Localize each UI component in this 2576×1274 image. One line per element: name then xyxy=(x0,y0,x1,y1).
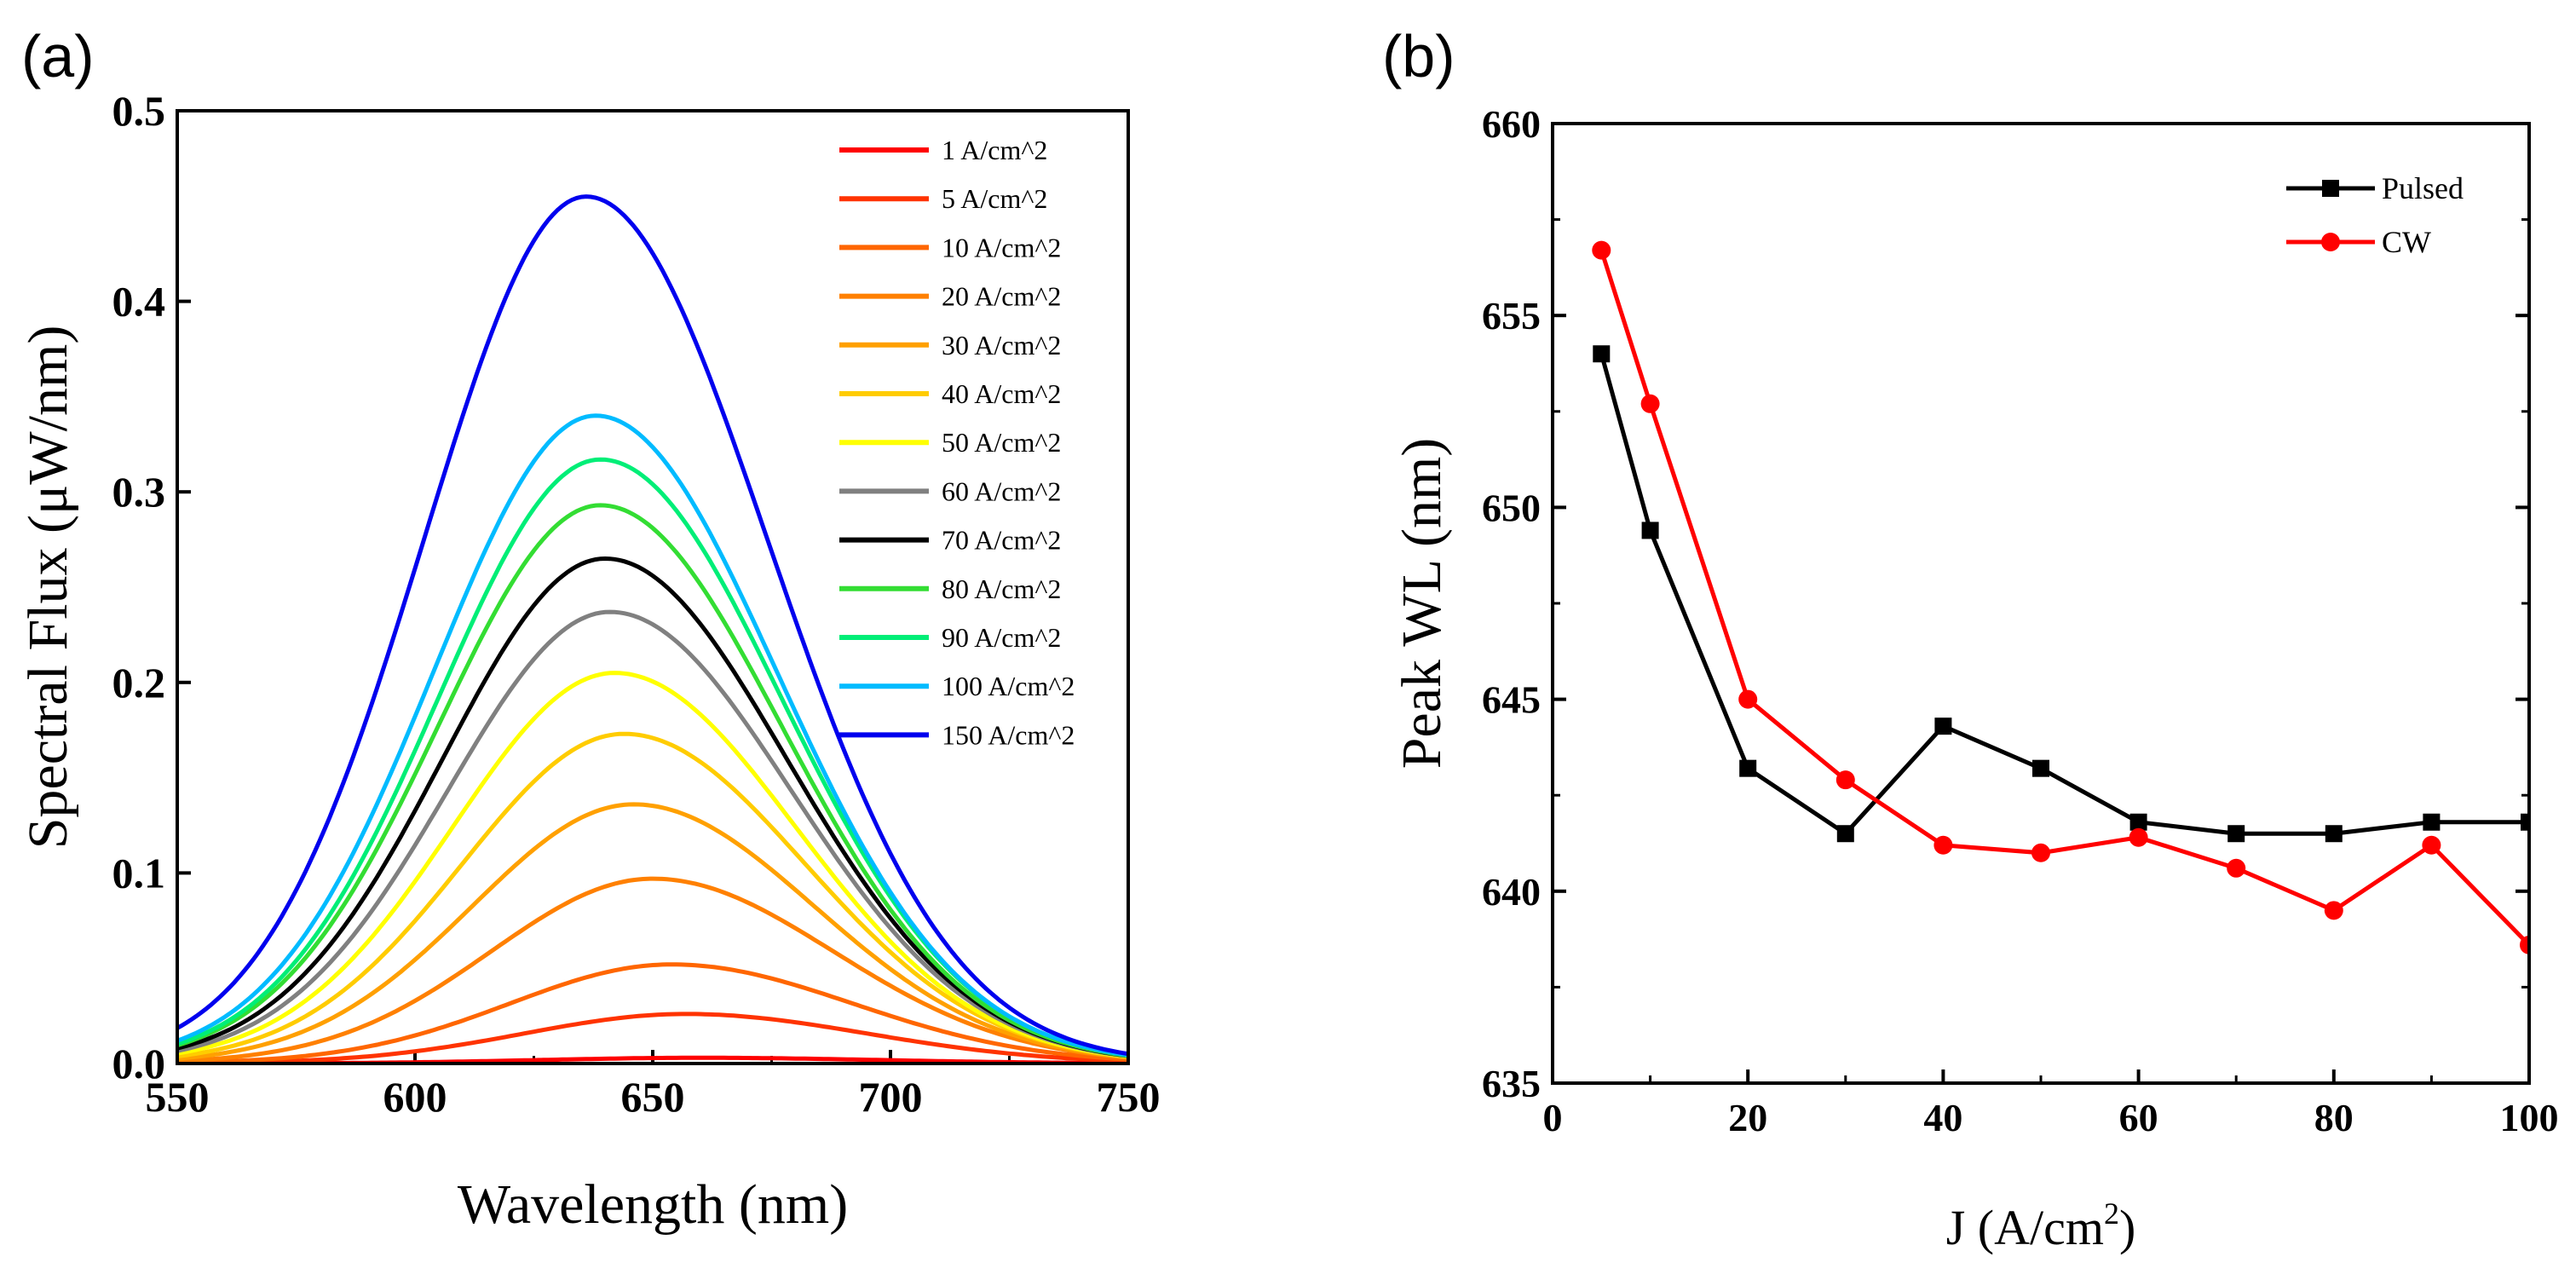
plot-b-point-cw xyxy=(2422,835,2441,855)
plot-a-series-line xyxy=(177,194,1128,1057)
plot-a-legend-label: 20 A/cm^2 xyxy=(942,281,1061,312)
plot-b-xlabel-end: ) xyxy=(2119,1200,2135,1255)
plot-a-legend-label: 10 A/cm^2 xyxy=(942,232,1061,262)
plot-b-point-cw xyxy=(1640,394,1660,413)
plot-b-point-pulsed xyxy=(2325,825,2343,843)
plot-b-point-pulsed xyxy=(2129,813,2147,831)
plot-a-series-line xyxy=(177,609,1128,1058)
plot-a-legend-label: 1 A/cm^2 xyxy=(942,135,1047,165)
plot-b-point-pulsed xyxy=(1934,718,1952,735)
plot-b-xlabel-main: J (A/cm xyxy=(1946,1200,2104,1255)
plot-a-ytick-label: 0.0 xyxy=(112,1040,166,1087)
plot-b-xtick-label: 40 xyxy=(1923,1096,1962,1139)
plot-a-series-line xyxy=(177,671,1128,1059)
plot-b-xtick-label: 80 xyxy=(2314,1096,2354,1139)
plot-b-ylabel: Peak WL (nm) xyxy=(1391,438,1453,770)
plot-b-point-cw xyxy=(2227,858,2246,878)
plot-a-legend-label: 150 A/cm^2 xyxy=(942,719,1075,750)
plot-b-point-pulsed xyxy=(2227,825,2245,843)
plot-b-point-pulsed xyxy=(1641,522,1659,539)
plot-b-legend-marker xyxy=(2322,180,2339,197)
plot-a-ylabel: Spectral Flux (μW/nm) xyxy=(17,326,79,850)
panel-label-a: (a) xyxy=(21,23,95,89)
plot-b-series-line-cw xyxy=(1599,249,2529,947)
plot-a-legend-label: 60 A/cm^2 xyxy=(942,476,1061,506)
plot-b-xtick-label: 60 xyxy=(2119,1096,2158,1139)
plot-a-legend-label: 40 A/cm^2 xyxy=(942,378,1061,409)
plot-a-series-line xyxy=(177,556,1128,1058)
plot-b-point-pulsed xyxy=(2032,759,2049,777)
plot-b-ytick-label: 660 xyxy=(1482,102,1541,146)
plot-b-point-cw xyxy=(2520,935,2529,954)
plot-b-ticks xyxy=(1551,122,2531,1085)
plot-b-point-pulsed xyxy=(1739,759,1757,777)
plot-b-ytick-label: 635 xyxy=(1482,1062,1541,1105)
plot-a-xtick-label: 700 xyxy=(859,1073,923,1121)
plot-b-legend: Pulsed CW xyxy=(2286,171,2464,259)
plot-b-point-cw xyxy=(2324,901,2343,920)
plot-a-series-line xyxy=(177,802,1128,1061)
plot-b-ytick-label: 645 xyxy=(1482,678,1541,722)
plot-a-xtick-label: 750 xyxy=(1097,1073,1161,1121)
plot-a-tick-labels: 550 600 650 700 750 0.0 0.1 0.2 0.3 0.4 0.5 xyxy=(112,87,1161,1121)
plot-b-xtick-label: 100 xyxy=(2500,1096,2559,1139)
plot-b-ytick-label: 640 xyxy=(1482,870,1541,914)
plot-b-point-cw xyxy=(1933,835,1953,855)
plot-b-xtick-label: 20 xyxy=(1728,1096,1767,1139)
plot-a-xtick-label: 650 xyxy=(621,1073,685,1121)
plot-b-lines xyxy=(1592,240,2529,954)
plot-a-series-line xyxy=(177,1012,1128,1064)
plot-a-curves xyxy=(177,194,1128,1064)
plot-a-frame xyxy=(176,109,1130,1065)
plot-b-point-cw xyxy=(1592,240,1611,260)
plot-a-legend-label: 70 A/cm^2 xyxy=(942,525,1061,556)
plot-b-xlabel: J (A/cm2) xyxy=(1946,1196,2136,1255)
plot-b-point-cw xyxy=(2031,843,2050,862)
plot-b-point-pulsed xyxy=(1593,345,1611,363)
plot-a-legend-label: 100 A/cm^2 xyxy=(942,671,1075,701)
plot-b-point-cw xyxy=(1835,770,1855,790)
plot-a-legend-label: 90 A/cm^2 xyxy=(942,622,1061,653)
plot-a-series-line xyxy=(177,731,1128,1059)
plot-a-xtick-label: 550 xyxy=(146,1073,210,1121)
plot-a-series-line xyxy=(177,503,1128,1058)
plot-a-ytick-label: 0.4 xyxy=(112,278,166,326)
plot-b-xtick-label: 0 xyxy=(1543,1096,1563,1139)
plot-b-ytick-label: 655 xyxy=(1482,294,1541,337)
plot-a-ytick-label: 0.1 xyxy=(112,849,166,896)
plot-b-tick-labels: 0 20 40 60 80 100 635 640 645 650 655 660 xyxy=(1482,102,2559,1139)
plot-b-legend-label: Pulsed xyxy=(2382,171,2464,205)
plot-a-legend-label: 5 A/cm^2 xyxy=(942,183,1047,214)
plot-a-legend-label: 30 A/cm^2 xyxy=(942,330,1061,360)
plot-a-legend-label: 80 A/cm^2 xyxy=(942,574,1061,604)
plot-b-point-cw xyxy=(1738,689,1758,709)
plot-b-xlabel-sup: 2 xyxy=(2104,1196,2119,1231)
plot-a-ytick-label: 0.3 xyxy=(112,468,166,516)
plot-a-series-line xyxy=(177,413,1128,1058)
plot-a-legend: 1 A/cm^2 5 A/cm^2 10 A/cm^2 20 A/cm^2 30 A/c… xyxy=(839,135,1075,750)
plot-b-point-pulsed xyxy=(2423,813,2441,831)
plot-a-series-line xyxy=(177,876,1128,1064)
plot-b-point-pulsed xyxy=(2521,813,2529,831)
plot-b-legend-marker xyxy=(2321,233,2340,251)
plot-b-point-pulsed xyxy=(1836,825,1854,843)
plot-a-ytick-label: 0.5 xyxy=(112,87,166,135)
plot-b-frame xyxy=(1551,122,2531,1085)
plot-a-series-line xyxy=(177,962,1128,1064)
panel-label-b: (b) xyxy=(1382,23,1455,89)
plot-b-ytick-label: 650 xyxy=(1482,486,1541,529)
plot-a-xlabel: Wavelength (nm) xyxy=(458,1173,848,1236)
plot-b-legend-label: CW xyxy=(2382,225,2431,259)
plot-b-point-cw xyxy=(2129,827,2148,847)
plot-a-ytick-label: 0.2 xyxy=(112,659,166,706)
plot-a-xtick-label: 600 xyxy=(383,1073,447,1121)
plot-a-legend-label: 50 A/cm^2 xyxy=(942,427,1061,458)
